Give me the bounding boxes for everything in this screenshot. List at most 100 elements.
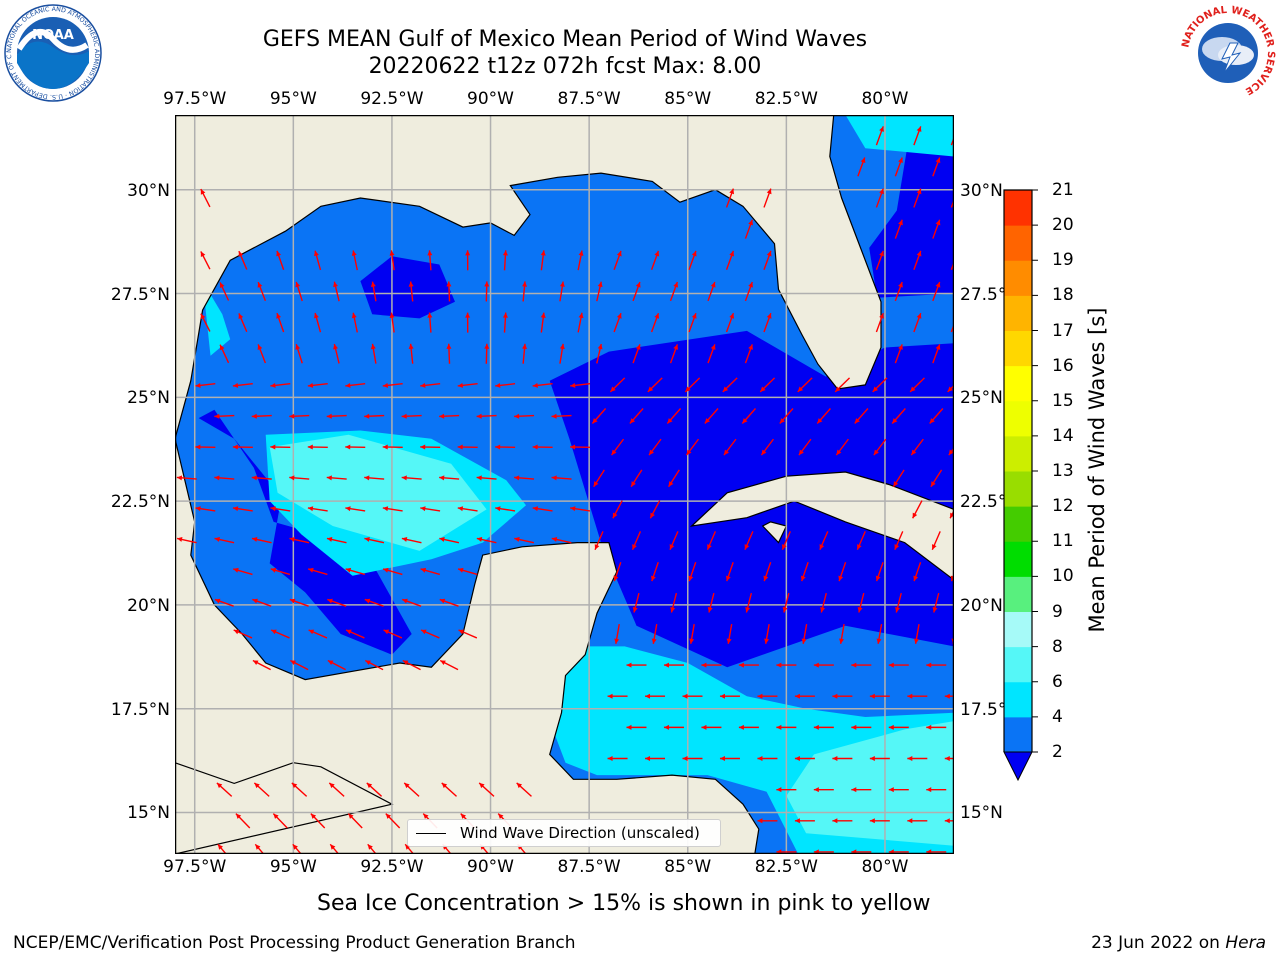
wave-arrow-head <box>888 787 894 793</box>
colorbar-tick-label: 13 <box>1052 461 1074 481</box>
wave-arrow-head <box>551 475 557 481</box>
wave-arrow-head <box>930 481 936 487</box>
wave-arrow-head <box>635 344 641 350</box>
wave-arrow-head <box>726 638 732 644</box>
wave-arrow-head <box>761 449 767 456</box>
sea-ice-note: Sea Ice Concentration > 15% is shown in … <box>317 891 931 916</box>
colorbar-segment <box>1004 646 1032 683</box>
wave-arrow-head <box>214 537 220 542</box>
wave-arrow-head <box>484 281 490 287</box>
wave-arrow-head <box>607 693 613 699</box>
wave-arrow-head <box>458 629 465 635</box>
wave-arrow-head <box>935 219 941 226</box>
colorbar-tick-label: 19 <box>1052 250 1074 271</box>
wave-arrow-head <box>308 567 314 573</box>
wave-arrow-head <box>219 344 225 351</box>
lon-label-top: 82.5°W <box>754 89 818 109</box>
wave-arrow-head <box>688 575 694 582</box>
wave-arrow-head <box>314 250 319 257</box>
wave-arrow-head <box>273 813 279 819</box>
wave-arrow-head <box>310 813 317 819</box>
nws-logo: NATIONAL WEATHER SERVICE <box>1180 5 1276 101</box>
wave-arrow-head <box>839 638 844 644</box>
lon-label-top: 95°W <box>269 89 317 109</box>
wave-arrow-head <box>729 313 735 319</box>
svg-text:NOAA: NOAA <box>32 28 74 43</box>
colorbar-segment <box>1004 611 1032 648</box>
wave-arrow-head <box>216 782 223 789</box>
wave-arrow-head <box>813 787 819 793</box>
wave-arrow-head <box>635 282 641 288</box>
wave-arrow-head <box>289 413 295 419</box>
lat-label-left: 20°N <box>127 595 170 616</box>
wave-arrow-head <box>663 662 669 668</box>
wave-arrow-head <box>439 413 445 419</box>
colorbar-segment <box>1004 716 1032 753</box>
colorbar-tick-label: 17 <box>1052 320 1074 341</box>
colorbar-tick-label: 8 <box>1052 636 1063 657</box>
wave-arrow-head <box>691 250 697 257</box>
wave-arrow-head <box>405 844 411 850</box>
wave-arrow-head <box>289 475 295 481</box>
wave-arrow-head <box>495 444 501 450</box>
wave-arrow-head <box>257 282 263 288</box>
zone-atlantic-cyan <box>845 115 954 157</box>
colorbar-tick-label: 10 <box>1052 566 1074 587</box>
chart-title: GEFS MEAN Gulf of Mexico Mean Period of … <box>262 27 868 52</box>
wave-arrow-head <box>364 598 371 604</box>
wave-arrow-head <box>382 506 389 512</box>
colorbar-segment <box>1004 330 1032 367</box>
wave-arrow-head <box>710 282 716 288</box>
colorbar-label: Mean Period of Wind Waves [s] <box>1085 307 1109 633</box>
wave-arrow-head <box>460 813 466 819</box>
wave-arrow-head <box>217 844 223 850</box>
lat-label-left: 15°N <box>127 803 170 824</box>
wave-arrow-head <box>484 343 490 349</box>
colorbar-tick-label: 18 <box>1052 285 1074 306</box>
legend-line-sample <box>416 832 446 834</box>
wave-arrow-head <box>514 475 520 481</box>
wave-arrow-head <box>869 818 875 824</box>
wave-arrow-head <box>893 481 899 487</box>
wave-arrow-head <box>757 818 763 824</box>
colorbar-tick-label: 4 <box>1052 706 1063 727</box>
wave-arrow-head <box>370 281 376 287</box>
wave-arrow-head <box>820 607 826 613</box>
wave-arrow-head <box>869 693 875 699</box>
wave-arrow-head <box>251 475 257 481</box>
colorbar-segment <box>1004 400 1032 437</box>
wave-arrow-head <box>295 281 301 288</box>
wave-arrow-head <box>832 693 838 699</box>
wave-arrow-head <box>465 250 471 256</box>
wave-arrow-head <box>402 660 409 666</box>
zone-caribbean-lightcyan <box>786 721 954 846</box>
colorbar-segment <box>1004 295 1032 331</box>
wave-arrow-head <box>766 188 772 195</box>
lon-label-top: 90°W <box>467 89 515 109</box>
wave-arrow-head <box>307 382 314 388</box>
wave-arrow-head <box>176 475 183 481</box>
colorbar-segment <box>1004 365 1032 402</box>
wave-arrow-head <box>570 444 576 450</box>
wave-arrow-head <box>427 250 433 256</box>
colorbar-tick-label: 14 <box>1052 425 1074 446</box>
land-mexico-central-america <box>175 438 760 854</box>
wave-arrow-head <box>389 250 395 256</box>
wave-arrow-head <box>650 512 655 519</box>
wave-arrow-head <box>612 512 618 519</box>
wave-arrow-head <box>289 598 296 604</box>
wave-arrow-head <box>704 418 711 424</box>
wave-arrow-head <box>367 844 373 850</box>
wave-arrow-head <box>502 312 508 318</box>
wave-arrow-head <box>611 449 617 456</box>
wave-arrow-head <box>551 413 557 419</box>
wave-arrow-head <box>929 418 935 424</box>
wave-arrow-head <box>439 475 445 481</box>
wave-arrow-head <box>742 418 748 424</box>
wave-arrow-head <box>916 250 922 257</box>
wave-arrow-head <box>514 537 520 542</box>
wave-arrow-head <box>408 281 414 287</box>
wave-arrow-head <box>570 382 576 388</box>
wave-arrow-head <box>944 756 950 762</box>
colorbar-tick-label: 9 <box>1052 601 1063 622</box>
